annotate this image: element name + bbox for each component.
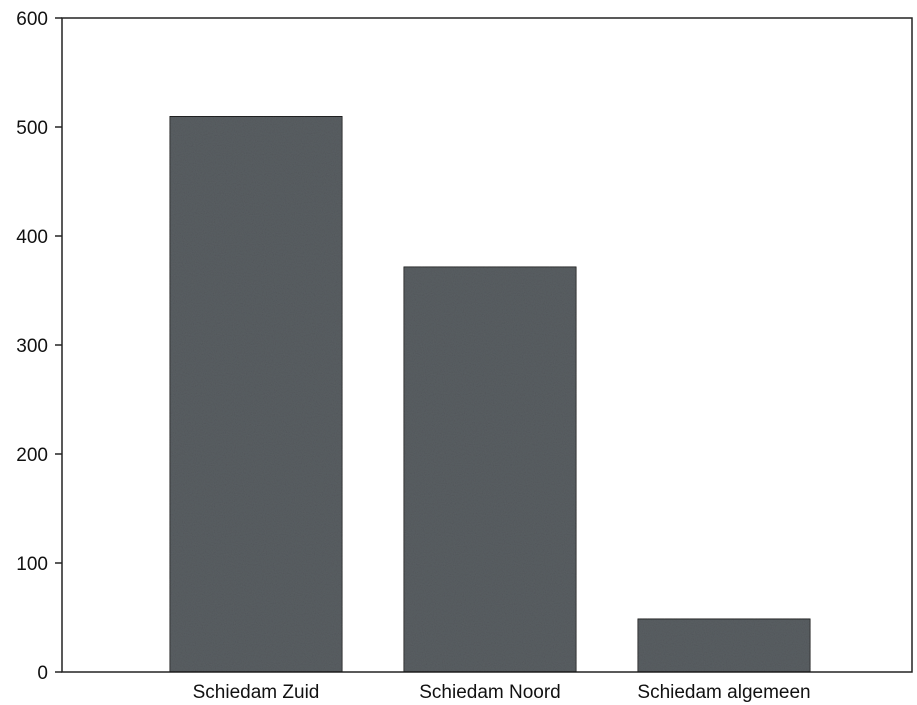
x-category-label: Schiedam Noord: [419, 682, 561, 703]
bars: [168, 115, 812, 673]
bar-schiedam-zuid: [168, 115, 344, 673]
x-axis: Schiedam Zuid Schiedam Noord Schiedam alge…: [193, 682, 811, 703]
y-tick-label: 300: [16, 336, 48, 357]
y-axis: 0 100 200 300 400 500 600: [16, 9, 62, 684]
y-tick-label: 200: [16, 445, 48, 466]
bar-schiedam-noord: [402, 265, 578, 673]
y-tick-label: 400: [16, 227, 48, 248]
y-tick-label: 600: [16, 9, 48, 30]
y-tick-label: 100: [16, 554, 48, 575]
x-category-label: Schiedam Zuid: [193, 682, 320, 703]
x-category-label: Schiedam algemeen: [637, 682, 810, 703]
bar-schiedam-algemeen: [636, 617, 812, 673]
y-tick-label: 500: [16, 118, 48, 139]
y-tick-label: 0: [37, 663, 48, 684]
